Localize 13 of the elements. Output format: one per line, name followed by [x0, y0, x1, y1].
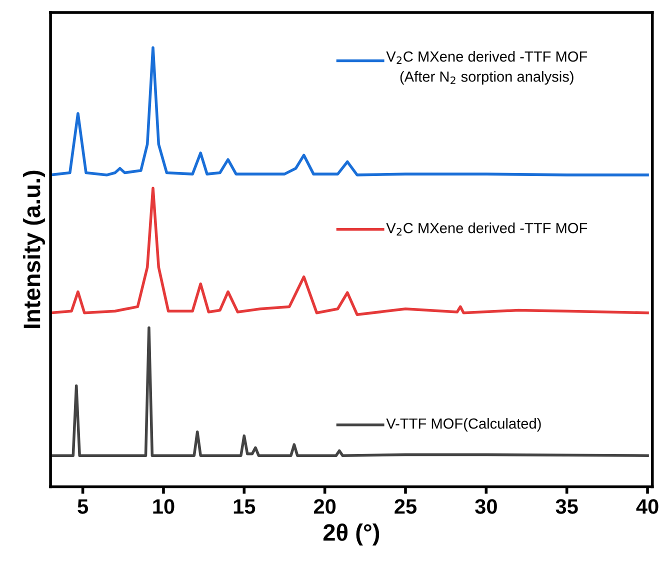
y-axis-title: Intensity (a.u.) [22, 170, 45, 328]
legend-label: V$_{2}$C MXene derived -TTF MOF [386, 222, 588, 236]
x-tick-label: 20 [314, 499, 336, 514]
x-axis-title: 2θ (°) [323, 524, 380, 546]
legend-label: V$_{2}$C MXene derived -TTF MOF (After N$_{2}$ sorption analysis) [386, 51, 588, 85]
x-tick-label: 40 [636, 499, 658, 514]
x-tick-label: 25 [394, 499, 417, 514]
x-tick-label: 15 [234, 499, 256, 514]
legend-label: V-TTF MOF(Calculated) [386, 418, 541, 432]
x-tick-label: 30 [475, 499, 497, 514]
x-tick-label: 35 [556, 499, 578, 514]
x-tick-label: 10 [153, 499, 174, 514]
x-tick-label: 5 [78, 499, 88, 514]
